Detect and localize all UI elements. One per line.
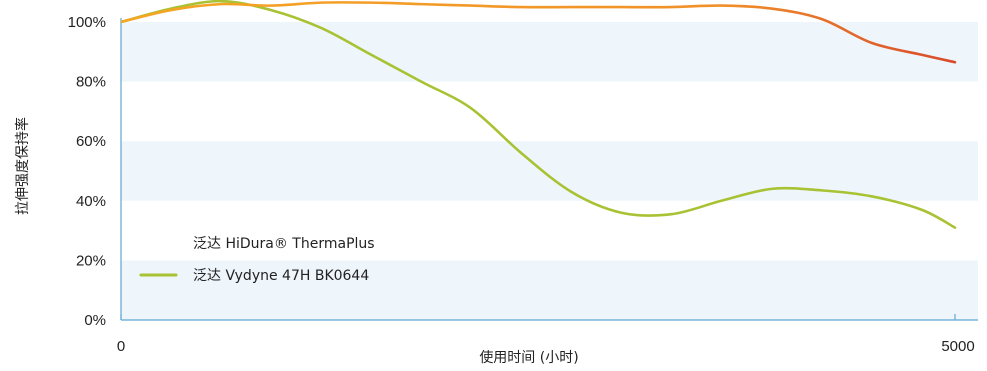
series-line-hidura	[121, 1, 957, 64]
x-axis-title: 使用时间 (小时)	[479, 349, 578, 366]
series-layer	[121, 0, 957, 229]
x-tick-label: 0	[117, 338, 125, 355]
y-tick-label: 20%	[76, 252, 106, 269]
grid-bands	[121, 22, 978, 320]
grid-band	[121, 260, 978, 320]
x-tick-label: 5000	[941, 338, 974, 355]
x-tick-labels: 0 5000	[117, 338, 975, 355]
y-tick-label: 80%	[76, 74, 106, 91]
y-tick-label: 0%	[84, 312, 106, 329]
axes	[120, 18, 978, 321]
y-tick-label: 100%	[68, 14, 106, 31]
grid-band	[121, 22, 978, 82]
y-tick-label: 40%	[76, 193, 106, 210]
legend: 泛达 HiDura® ThermaPlus 泛达 Vydyne 47H BK06…	[139, 236, 375, 284]
series-line-vydyne	[121, 0, 957, 229]
y-tick-labels: 0% 20% 40% 60% 80% 100%	[68, 14, 106, 329]
y-axis-title: 拉伸强度保持率	[14, 117, 31, 215]
y-tick-label: 60%	[76, 133, 106, 150]
legend-label-hidura: 泛达 HiDura® ThermaPlus	[193, 236, 375, 252]
legend-label-vydyne: 泛达 Vydyne 47H BK0644	[193, 268, 369, 284]
